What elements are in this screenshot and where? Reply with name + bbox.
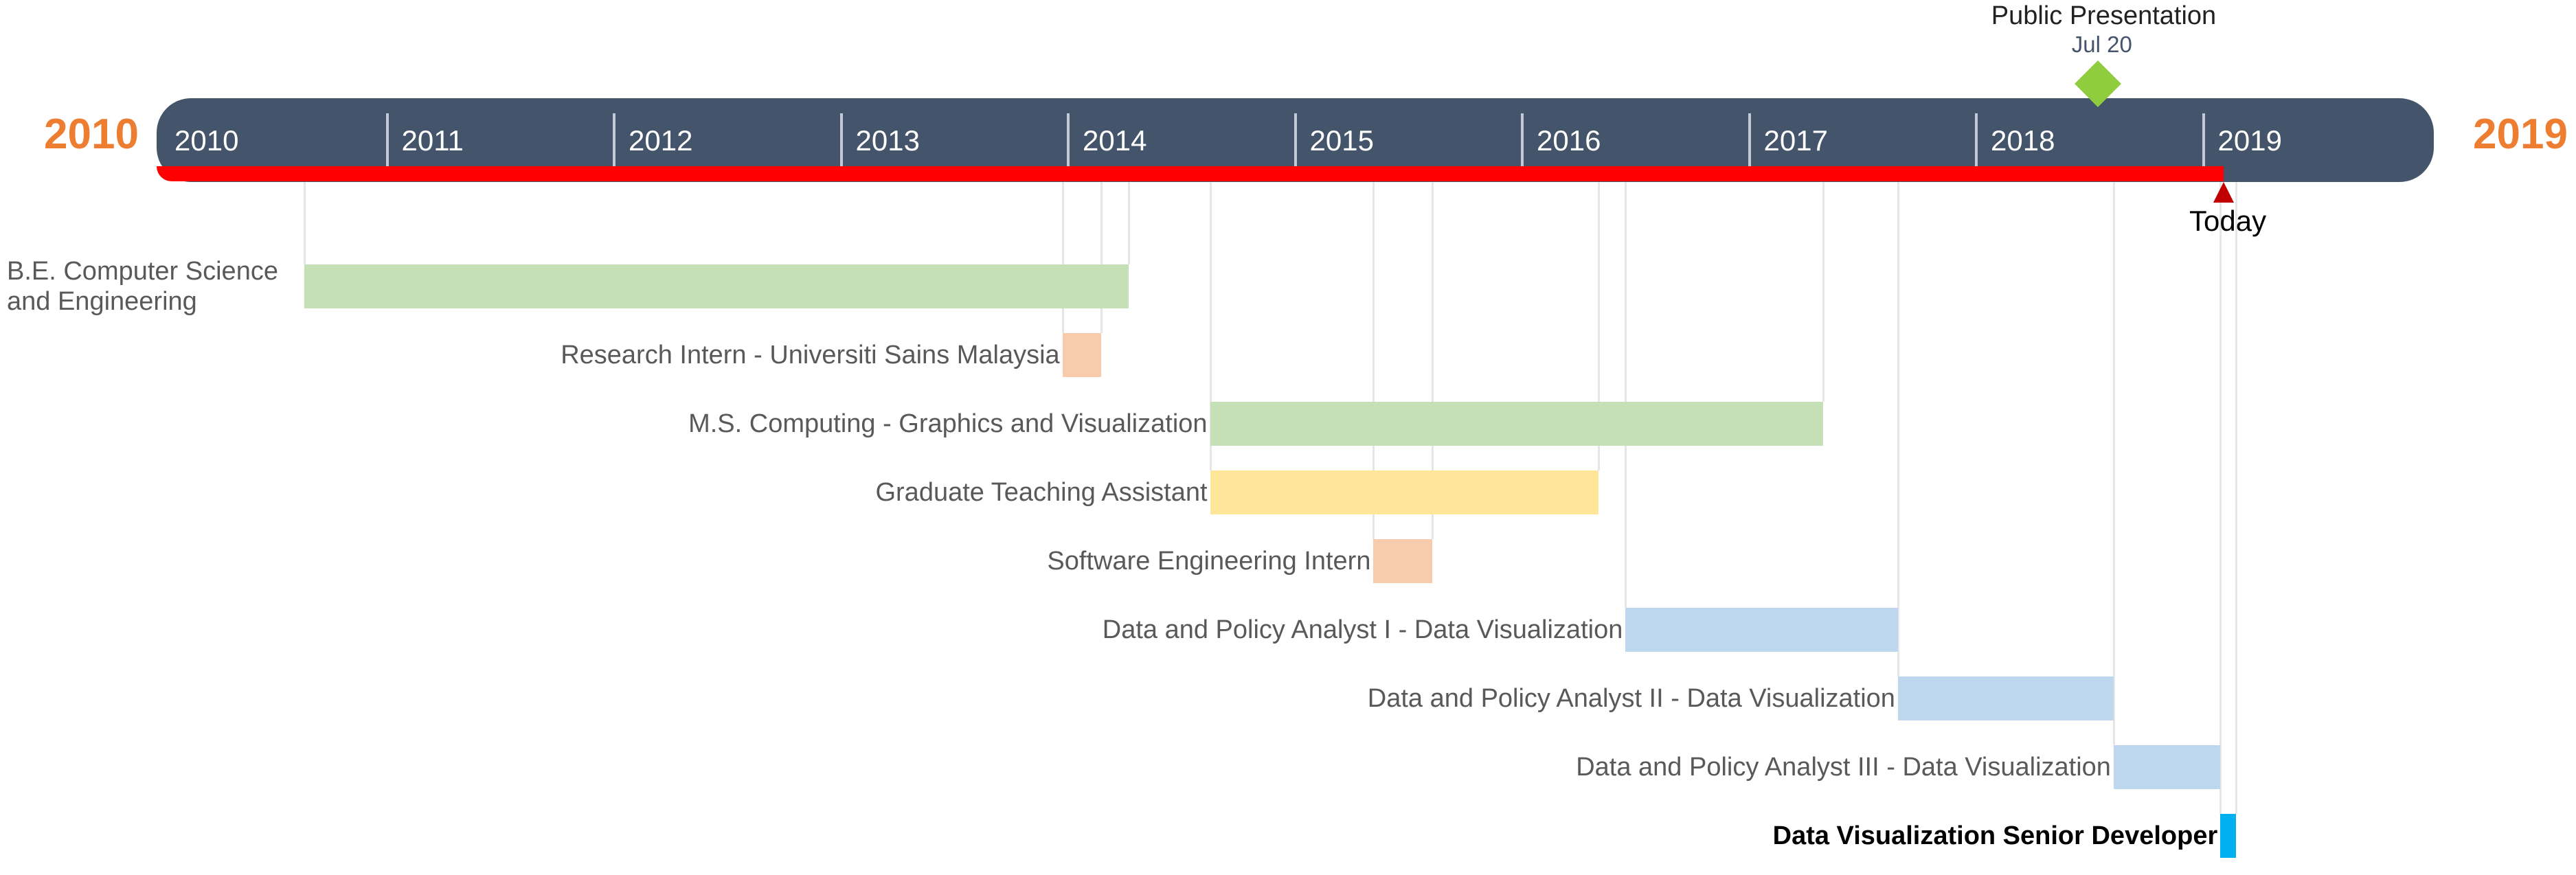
year-divider [1975, 113, 1978, 170]
task-bar [304, 264, 1129, 308]
year-tick-2011: 2011 [401, 124, 464, 157]
year-tick-2015: 2015 [1309, 124, 1374, 157]
end-year-label: 2019 [2473, 111, 2568, 158]
year-divider [839, 113, 843, 170]
task-start-guide [1372, 182, 1375, 539]
year-divider [1293, 113, 1297, 170]
today-marker-icon [2213, 182, 2235, 203]
task-end-guide [1822, 182, 1824, 402]
task-start-guide [2219, 182, 2222, 814]
milestone-date: Jul 20 [2071, 32, 2132, 57]
task-label: M.S. Computing - Graphics and Visualizat… [688, 409, 1208, 438]
task-bar [1062, 333, 1101, 377]
task-start-guide [1625, 182, 1627, 608]
task-label: Data and Policy Analyst III - Data Visua… [1576, 753, 2111, 782]
year-tick-2018: 2018 [1991, 124, 2055, 157]
year-tick-2017: 2017 [1763, 124, 1828, 157]
task-label: Graduate Teaching Assistant [875, 478, 1208, 507]
year-divider [613, 113, 615, 170]
year-divider [1067, 113, 1070, 170]
task-bar [1210, 402, 1823, 446]
year-divider [1521, 113, 1524, 170]
milestone-title: Public Presentation [1991, 1, 2217, 30]
task-bar [1373, 539, 1433, 583]
year-divider [2202, 113, 2205, 170]
year-divider [1748, 113, 1751, 170]
task-bar [1625, 608, 1898, 652]
task-end-guide [2235, 182, 2238, 814]
task-label: Software Engineering Intern [1047, 547, 1371, 576]
task-end-guide [1432, 182, 1434, 539]
year-tick-2016: 2016 [1537, 124, 1601, 157]
task-start-guide [1897, 182, 1899, 677]
today-label: Today [2189, 205, 2267, 237]
year-tick-2010: 2010 [174, 124, 239, 157]
task-bar [2113, 745, 2221, 789]
year-tick-2013: 2013 [855, 124, 920, 157]
task-start-guide [303, 182, 306, 264]
task-end-guide [1597, 182, 1600, 470]
elapsed-progress-line [157, 166, 2224, 181]
task-end-guide [1127, 182, 1130, 264]
start-year-label: 2010 [44, 111, 139, 158]
task-label: Data Visualization Senior Developer [1772, 821, 2218, 850]
task-bar [1210, 470, 1598, 514]
task-label: B.E. Computer Science and Engineering [7, 257, 278, 316]
task-label: Research Intern - Universiti Sains Malay… [561, 341, 1060, 370]
year-tick-2012: 2012 [629, 124, 693, 157]
task-label: Data and Policy Analyst I - Data Visuali… [1102, 615, 1623, 644]
task-start-guide [1209, 182, 1212, 470]
task-end-guide [1100, 182, 1103, 333]
year-tick-2019: 2019 [2217, 124, 2282, 157]
task-bar [1897, 677, 2114, 720]
task-bar [2220, 814, 2237, 858]
task-start-guide [2112, 182, 2115, 745]
task-start-guide [1061, 182, 1064, 333]
year-divider [385, 113, 389, 170]
year-tick-2014: 2014 [1083, 124, 1147, 157]
task-label: Data and Policy Analyst II - Data Visual… [1367, 684, 1895, 713]
